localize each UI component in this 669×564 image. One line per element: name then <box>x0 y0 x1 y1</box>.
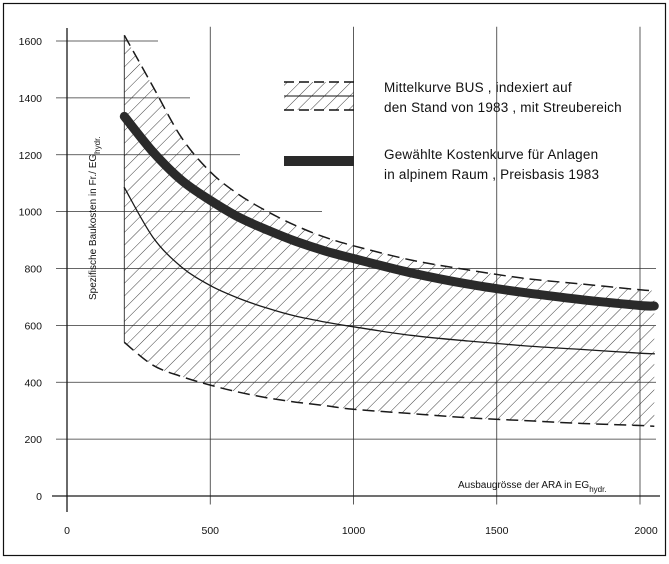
x-tick-0: 0 <box>64 525 70 537</box>
x-tick-2000: 2000 <box>634 525 658 537</box>
y-tick-600: 600 <box>24 320 42 332</box>
y-axis-label: Spezifische Baukosten in Fr./ EGhydr. <box>88 136 102 300</box>
axes <box>52 28 660 512</box>
series-line-3 <box>123 341 655 428</box>
x-axis-label: Ausbaugrösse der ARA in EGhydr. <box>458 480 607 494</box>
legend-label-2a: Gewählte Kostenkurve für Anlagen <box>384 147 598 162</box>
legend-label-1a: Mittelkurve BUS , indexiert auf <box>384 80 572 95</box>
y-axis-label-sub: hydr. <box>93 136 102 153</box>
series-line-0 <box>119 111 659 311</box>
series-lines <box>119 34 659 428</box>
x-tick-1500: 1500 <box>485 525 509 537</box>
band-fill <box>124 35 655 427</box>
series-line-1 <box>123 186 655 355</box>
chart-border <box>2 2 667 557</box>
x-axis-label-main: Ausbaugrösse der ARA in EG <box>458 480 589 491</box>
x-tick-500: 500 <box>201 525 219 537</box>
y-tick-800: 800 <box>24 264 42 276</box>
x-axis-label-sub: hydr. <box>589 485 606 494</box>
y-tick-200: 200 <box>24 434 42 446</box>
y-axis-label-main: Spezifische Baukosten in Fr./ EG <box>88 154 99 300</box>
y-tick-400: 400 <box>24 377 42 389</box>
legend-label-2b: in alpinem Raum , Preisbasis 1983 <box>384 167 599 182</box>
y-tick-1600: 1600 <box>19 36 43 48</box>
y-tick-0: 0 <box>36 491 42 503</box>
y-tick-labels: 0 200 400 600 800 1000 1200 1400 1600 <box>19 36 43 503</box>
scatter-band <box>123 35 655 427</box>
y-tick-1000: 1000 <box>19 207 43 219</box>
y-tick-1400: 1400 <box>19 93 43 105</box>
x-tick-labels: 0 500 1000 1500 2000 <box>64 525 658 537</box>
legend: Mittelkurve BUS , indexiert auf den Stan… <box>284 80 622 182</box>
legend-swatch-band <box>284 81 354 111</box>
series-line-2 <box>123 34 655 292</box>
x-tick-1000: 1000 <box>342 525 366 537</box>
y-tick-1200: 1200 <box>19 150 43 162</box>
legend-label-1b: den Stand von 1983 , mit Streubereich <box>384 100 622 115</box>
